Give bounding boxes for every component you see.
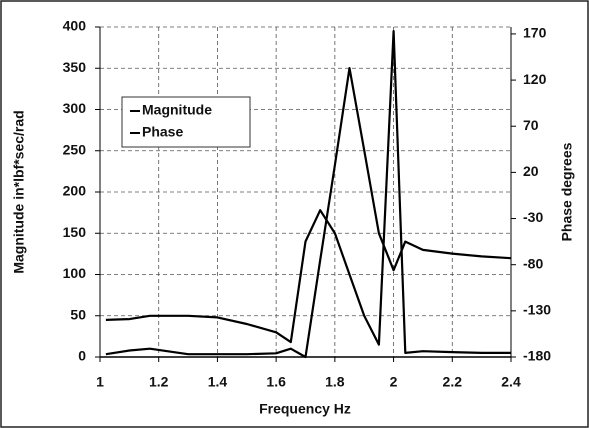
x-tick-label: 1.4 <box>208 374 228 390</box>
y2-tick-label: 120 <box>523 71 547 87</box>
y-tick-label: 350 <box>63 59 87 75</box>
y-tick-label: 200 <box>63 183 87 199</box>
y2-tick-label: -180 <box>523 348 551 364</box>
y2-tick-label: 70 <box>523 117 539 133</box>
series-line <box>105 67 512 359</box>
y-tick-label: 0 <box>78 348 86 364</box>
x-tick-label: 1.6 <box>266 374 286 390</box>
y-tick-label: 400 <box>63 18 87 34</box>
x-tick-label: 1 <box>96 374 104 390</box>
x-tick-label: 2.2 <box>443 374 463 390</box>
x-tick-label: 2.4 <box>501 374 521 390</box>
x-axis-title: Frequency Hz <box>259 401 351 417</box>
y2-tick-label: 20 <box>523 163 539 179</box>
x-tick-label: 1.2 <box>149 374 169 390</box>
y2-tick-label: -130 <box>523 302 551 318</box>
x-tick-label: 1.8 <box>325 374 345 390</box>
legend-box <box>121 96 251 148</box>
y2-axis-title: Phase degrees <box>559 142 575 241</box>
legend-label: Magnitude <box>142 102 212 118</box>
y2-tick-label: 170 <box>523 25 547 41</box>
y-tick-label: 300 <box>63 100 87 116</box>
y-tick-label: 100 <box>63 265 87 281</box>
legend-label: Phase <box>142 124 183 140</box>
y2-tick-label: -80 <box>523 255 543 271</box>
y-tick-label: 250 <box>63 141 87 157</box>
series-line <box>105 30 511 354</box>
y-tick-label: 150 <box>63 224 87 240</box>
y-axis-title: Magnitude in*lbf*sec/rad <box>11 110 27 273</box>
x-tick-label: 2 <box>390 374 398 390</box>
y2-tick-label: -30 <box>523 209 543 225</box>
y-tick-label: 50 <box>70 306 86 322</box>
